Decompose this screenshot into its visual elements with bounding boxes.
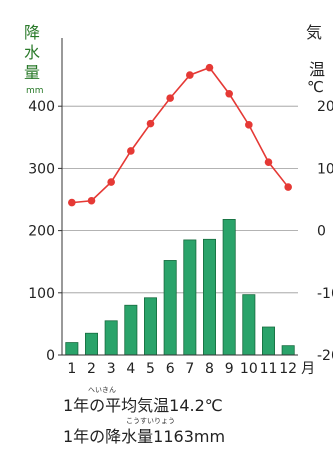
precipitation-bar [163, 260, 177, 356]
left-axis-tick-label: 0 [46, 348, 55, 364]
right-axis-tick-label: 20 [317, 99, 333, 115]
axes [58, 38, 298, 356]
left-axis-title: 降 水 量 mm [24, 23, 44, 96]
temperature-point [205, 63, 214, 72]
temperature-point [284, 183, 292, 191]
x-axis-tick-label: 11 [260, 361, 278, 377]
x-axis-tick-label: 5 [146, 361, 155, 377]
left-axis-title-char: 水 [24, 43, 40, 62]
left-axis-title-char: 降 [24, 23, 40, 42]
x-axis-tick-label: 6 [166, 361, 175, 377]
note-annual-temperature: 1年の平均気温14.2℃ [63, 396, 223, 415]
left-axis-tick-label: 200 [28, 224, 55, 240]
x-axis-tick-label: 12 [279, 361, 297, 377]
temperature-point [68, 198, 76, 207]
note-annual-precipitation: 1年の降水量1163mm [63, 427, 225, 446]
right-axis-tick-label: -10 [317, 286, 333, 302]
left-axis-tick-label: 100 [28, 286, 55, 302]
left-axis-title-char: 量 [24, 63, 40, 82]
right-axis-title-char: 気 [306, 23, 322, 42]
x-axis-tick-label: 7 [185, 361, 194, 377]
temperature-point [186, 71, 194, 79]
x-axis-unit: 月 [301, 361, 315, 377]
left-axis-tick-label: 300 [28, 161, 55, 177]
right-axis-tick-label: 0 [317, 224, 326, 240]
precipitation-bar [281, 345, 295, 356]
precipitation-bar [85, 332, 98, 356]
precipitation-bar [242, 294, 256, 356]
temperature-point [225, 89, 233, 98]
temperature-point [87, 196, 96, 205]
temperature-point [264, 158, 273, 166]
left-axis-tick-label: 400 [28, 99, 55, 115]
temperature-point [166, 94, 174, 102]
note-furigana: へいきん [88, 386, 116, 394]
precipitation-bar [183, 239, 197, 356]
precipitation-bar [262, 326, 275, 356]
right-axis-unit: ℃ [307, 78, 324, 96]
temperature-line-path [71, 66, 289, 204]
x-axis-tick-label: 9 [225, 361, 234, 377]
x-axis-tick-label: 4 [126, 361, 135, 377]
precipitation-bars [65, 219, 295, 356]
right-axis-ticks: -20 -10 0 10 20 [317, 99, 333, 364]
precipitation-bar [65, 342, 79, 356]
left-axis-ticks: 0 100 200 300 400 [28, 99, 55, 364]
temperature-point [245, 121, 253, 129]
x-axis-tick-label: 3 [107, 361, 116, 377]
x-axis-tick-label: 10 [240, 361, 258, 377]
temperature-point [146, 119, 155, 128]
x-axis-tick-label: 2 [87, 361, 96, 377]
right-axis-tick-label: -20 [317, 348, 333, 364]
grid-lines [62, 105, 298, 294]
left-axis-unit: mm [26, 86, 44, 96]
annual-notes: へいきん 1年の平均気温14.2℃ こうすいりょう 1年の降水量1163mm [63, 386, 225, 446]
precipitation-bar [124, 304, 138, 356]
temperature-point [107, 178, 115, 186]
x-axis-ticks: 1 2 3 4 5 6 7 8 9 10 11 12 月 [67, 361, 315, 377]
note-furigana: こうすいりょう [126, 417, 175, 425]
precipitation-bar [104, 320, 118, 356]
precipitation-bar [203, 238, 216, 356]
x-axis-tick-label: 8 [205, 361, 214, 377]
x-axis-tick-label: 1 [67, 361, 76, 377]
precipitation-bar [144, 297, 157, 356]
temperature-line [68, 63, 292, 207]
temperature-point [127, 147, 135, 155]
right-axis-tick-label: 10 [317, 161, 333, 177]
precipitation-bar [222, 219, 236, 356]
right-axis-title-char: 温 [309, 60, 325, 79]
right-axis-title: 気 温 ℃ [306, 23, 325, 96]
